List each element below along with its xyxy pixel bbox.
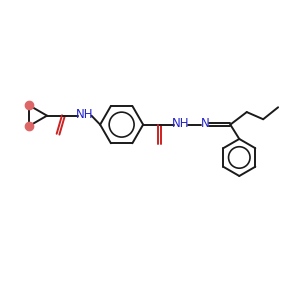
Text: N: N bbox=[201, 117, 209, 130]
Text: NH: NH bbox=[172, 117, 190, 130]
Text: NH: NH bbox=[76, 108, 94, 121]
